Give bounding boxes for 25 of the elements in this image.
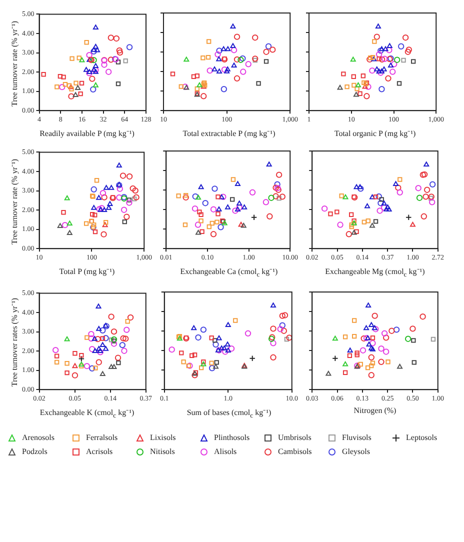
legend-label: Cambisols [278, 447, 312, 456]
y-axis-title: Tree turnover rates (% yr⁻¹) [8, 298, 20, 387]
x-axis-title: Total extractable P (mg kg⁻¹) [182, 128, 276, 138]
legend-label: Ferralsols [86, 433, 118, 442]
legend-label: Gleysols [342, 447, 370, 456]
legend-label: Alisols [214, 447, 237, 456]
legend-label: Plinthosols [214, 433, 250, 442]
x-axis-title: Exchangeable Ca (cmol$_{c}$ kg⁻¹) [180, 266, 278, 279]
legend-label: Podzols [22, 447, 48, 456]
x-axis-title: Total P (mg kg⁻¹) [59, 266, 115, 276]
legend-label: Fluvisols [342, 433, 372, 442]
y-axis-title: Tree turnover rate (% yr⁻¹) [8, 159, 20, 245]
x-axis-title: Sum of bases (cmol$_{c}$ kg⁻¹) [186, 406, 272, 420]
x-axis-title: Exchangeable Mg (cmol$_{c}$ kg⁻¹) [325, 266, 425, 279]
legend-label: Acrisols [86, 447, 113, 456]
legend-label: Leptosols [406, 433, 438, 442]
legend-label: Umbrisols [278, 433, 312, 442]
x-axis-title: Exchangeable K (cmol$_{c}$ kg⁻¹) [40, 406, 134, 420]
legend-label: Arenosols [22, 433, 54, 442]
legend-label: Lixisols [150, 433, 176, 442]
x-axis-title: Readily available P (mg kg⁻¹) [40, 128, 134, 138]
legend-label: Nitisols [150, 447, 175, 456]
x-axis-title: Total organic P (mg kg⁻¹) [334, 128, 416, 138]
x-axis-title: Nitrogen (%) [354, 406, 396, 415]
y-axis-title: Tree turnover rate (% yr⁻¹) [8, 21, 20, 107]
